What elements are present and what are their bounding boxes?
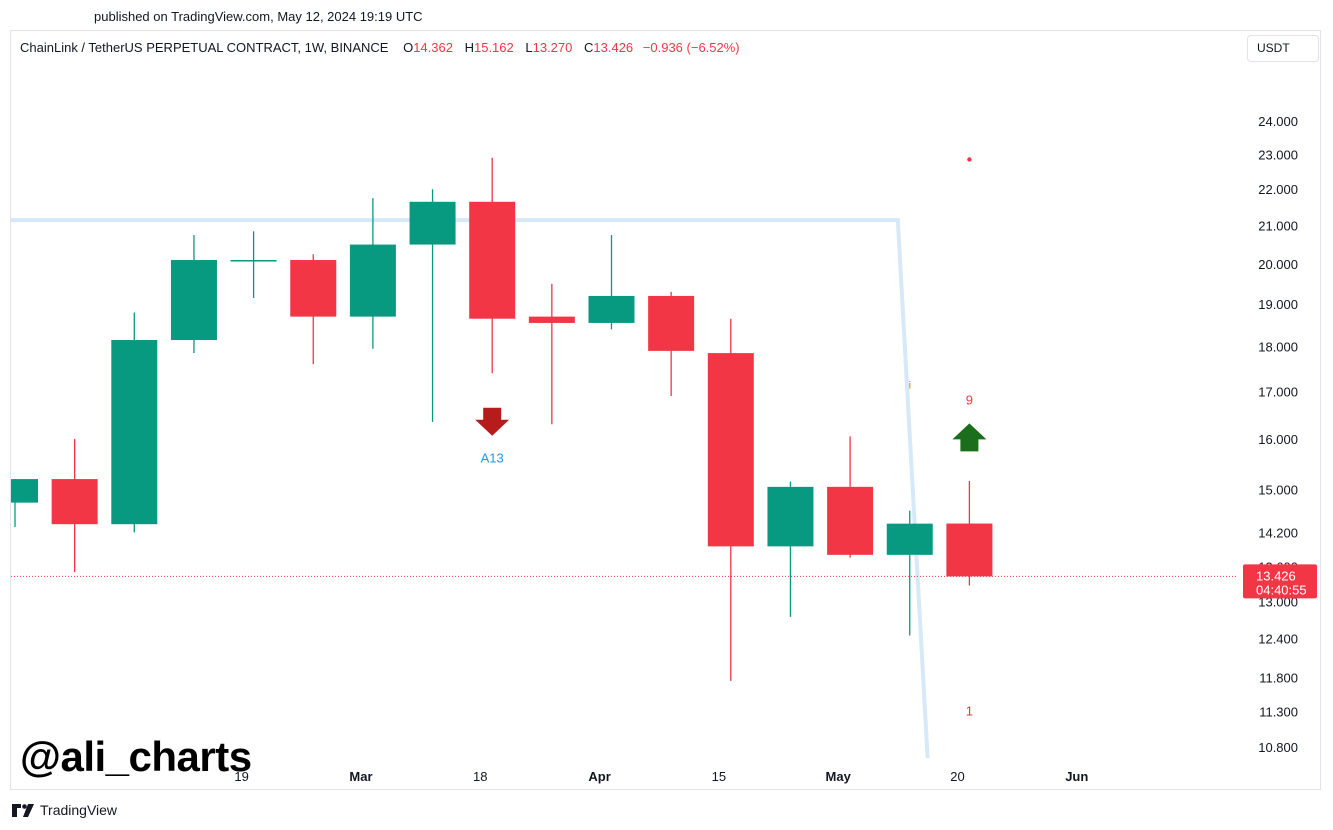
candle (648, 291, 695, 396)
x-tick-label: Mar (349, 769, 372, 784)
y-axis: 24.000 23.000 22.000 21.000 20.000 19.000 18.0… (1258, 114, 1298, 755)
y-tick-label: 20.000 (1258, 257, 1298, 272)
candle (707, 318, 754, 681)
y-tick-label: 22.000 (1258, 182, 1298, 197)
y-tick-label: 21.000 (1258, 219, 1298, 234)
candle (349, 198, 396, 349)
y-tick-label: 14.200 (1258, 525, 1298, 540)
candle (111, 312, 158, 533)
candle (469, 157, 516, 374)
plot-area: A13 9 1 i (11, 157, 1236, 759)
y-tick-label: 11.300 (1259, 705, 1298, 720)
candle (946, 481, 993, 586)
x-tick-label: 15 (712, 769, 726, 784)
currency-button[interactable]: USDT (1247, 35, 1319, 62)
open-label: O (403, 40, 414, 55)
candle (528, 283, 575, 425)
candle-body (170, 260, 217, 341)
candle (886, 510, 933, 636)
tradingview-wordmark: TradingView (40, 802, 118, 818)
resistance-line (11, 218, 930, 759)
y-tick-label: 11.800 (1259, 671, 1298, 686)
x-tick-label: 20 (950, 769, 964, 784)
open-value: 14.362 (413, 40, 453, 55)
count-label: 9 (966, 393, 973, 408)
x-tick-label: 18 (473, 769, 487, 784)
y-tick-label: 17.000 (1258, 384, 1298, 399)
low-label: L (525, 40, 533, 55)
symbol-legend: ChainLink / TetherUS PERPETUAL CONTRACT,… (20, 40, 746, 55)
candle (409, 189, 456, 422)
close-value: 13.426 (593, 40, 634, 55)
signal-dot (967, 157, 972, 162)
x-tick-label: Jun (1065, 769, 1088, 784)
tradingview-icon (12, 803, 34, 817)
candle-body (707, 353, 754, 547)
candle (11, 479, 38, 527)
candle-body (648, 295, 695, 351)
candle-body (767, 486, 814, 547)
candle-body (827, 486, 874, 555)
chart-frame (10, 30, 1321, 790)
candle-body (469, 201, 516, 319)
high-label: H (464, 40, 474, 55)
candle-body (886, 523, 933, 555)
y-tick-label: 19.000 (1258, 297, 1298, 312)
published-caption: published on TradingView.com, May 12, 20… (94, 9, 423, 24)
y-tick-label: 18.000 (1258, 340, 1298, 355)
candle-body (11, 479, 38, 503)
candle-body (588, 295, 635, 323)
candle (230, 231, 277, 298)
buy-arrow-icon (952, 423, 987, 452)
tradingview-logo[interactable]: TradingView (12, 802, 117, 818)
y-tick-label: 16.000 (1258, 432, 1298, 447)
candle (51, 438, 98, 573)
y-tick-label: 23.000 (1258, 147, 1298, 162)
x-tick-label: 19 (234, 769, 248, 784)
candle-body (946, 523, 993, 577)
candle (170, 235, 217, 354)
x-tick-label: May (826, 769, 852, 784)
tiny-marker: i (908, 380, 911, 391)
count-label: 1 (966, 704, 973, 719)
candle (827, 436, 874, 558)
price-tag-countdown: 04:40:55 (1256, 582, 1307, 597)
candle-body (349, 244, 396, 317)
candle-body (230, 260, 277, 262)
signal-label: A13 (481, 451, 504, 466)
candle-body (290, 260, 337, 317)
high-value: 15.162 (473, 40, 514, 55)
symbol-name: ChainLink / TetherUS PERPETUAL CONTRACT,… (20, 40, 389, 55)
candle (767, 481, 814, 617)
price-tag-bg (1243, 564, 1317, 599)
candle-body (528, 316, 575, 323)
x-axis: 19 Mar 18 Apr 15 May 20 Jun (234, 769, 1088, 784)
price-tag-value: 13.426 (1256, 568, 1296, 583)
x-tick-label: Apr (588, 769, 610, 784)
close-label: C (584, 40, 594, 55)
candle-body (409, 201, 456, 245)
y-tick-label: 13.000 (1258, 595, 1298, 610)
candle (290, 254, 337, 365)
y-tick-label: 10.800 (1258, 740, 1298, 755)
y-tick-label: 24.000 (1258, 114, 1298, 129)
change-value: −0.936 (−6.52%) (642, 40, 740, 55)
candle-body (111, 340, 158, 525)
sell-arrow-icon (475, 407, 510, 436)
y-tick-label: 15.000 (1258, 482, 1298, 497)
candle (588, 235, 635, 330)
author-watermark: @ali_charts (20, 733, 252, 780)
low-value: 13.270 (532, 40, 573, 55)
y-tick-label: 12.400 (1258, 632, 1298, 647)
candle-body (51, 479, 98, 525)
